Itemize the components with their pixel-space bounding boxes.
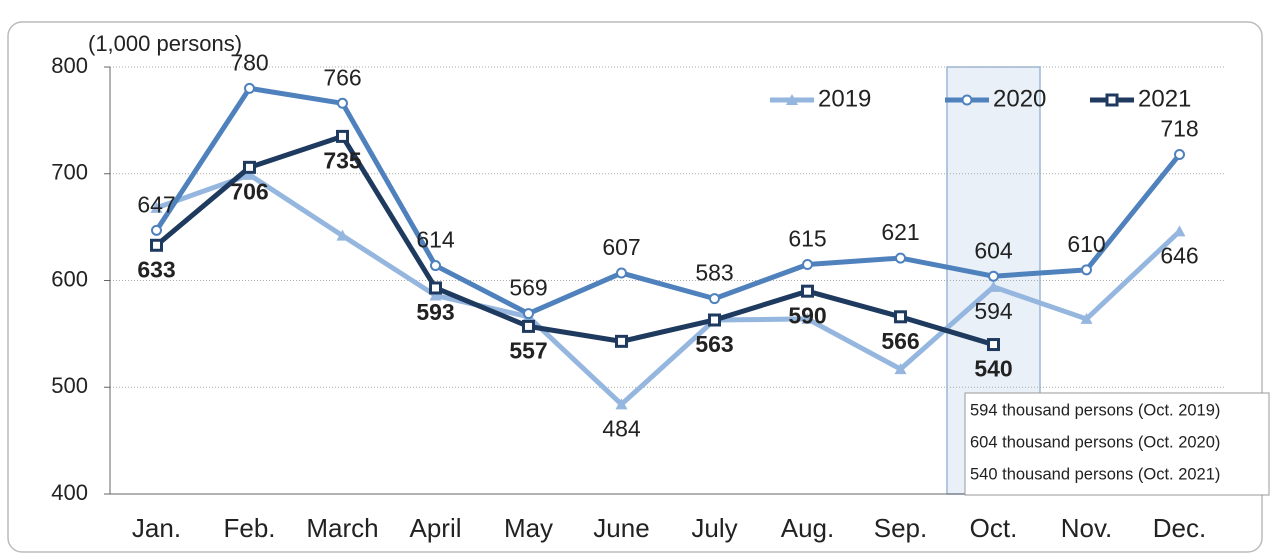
point: [243, 168, 256, 180]
data-label: 647: [137, 191, 175, 217]
x-tick-label: Feb.: [223, 513, 275, 543]
point: [988, 270, 999, 282]
point: [244, 82, 255, 94]
point: [894, 363, 907, 375]
legend-label: 2020: [993, 85, 1046, 112]
point: [429, 281, 442, 295]
legend-label: 2021: [1138, 85, 1191, 112]
point: [429, 289, 442, 301]
x-tick-label: June: [593, 513, 649, 543]
data-label: 593: [416, 299, 454, 325]
y-tick-label: 500: [51, 373, 88, 398]
data-label: 735: [323, 147, 362, 173]
data-label: 594: [974, 298, 1013, 324]
y-tick-label: 700: [51, 160, 88, 185]
annotation: 540 thousand persons (Oct. 2021): [970, 465, 1220, 483]
y-tick-label: 600: [51, 266, 88, 291]
data-label: 718: [1160, 116, 1198, 142]
data-label: 766: [323, 64, 361, 90]
annotation-box: [964, 392, 1270, 496]
x-tick-label: April: [409, 513, 461, 543]
x-tick-label: Jan.: [132, 513, 181, 543]
point: [150, 238, 163, 252]
point: [708, 313, 721, 327]
data-label: 780: [230, 49, 268, 75]
point: [336, 129, 349, 143]
data-label: 563: [695, 331, 733, 357]
point: [894, 310, 907, 324]
point: [1080, 312, 1093, 324]
point: [987, 338, 1000, 352]
data-label: 590: [788, 302, 826, 328]
x-tick-label: Oct.: [970, 513, 1018, 543]
data-label: 557: [509, 337, 547, 363]
point: [615, 334, 628, 348]
data-label: 706: [230, 178, 268, 204]
data-label: 569: [509, 275, 547, 301]
x-tick-label: March: [306, 513, 378, 543]
point: [895, 252, 906, 264]
data-label: 566: [881, 328, 919, 354]
data-label: 607: [602, 234, 640, 260]
data-label: 646: [1160, 242, 1198, 268]
legend-label: 2019: [818, 85, 871, 112]
x-tick-label: Nov.: [1061, 513, 1113, 543]
data-label: 583: [695, 260, 733, 286]
point: [801, 284, 814, 298]
point: [961, 94, 973, 106]
point: [987, 280, 1000, 292]
x-tick-label: Dec.: [1153, 513, 1206, 543]
data-label: 633: [137, 256, 175, 282]
data-label: 614: [416, 227, 455, 253]
series-line: [154, 133, 995, 347]
x-tick-label: Aug.: [781, 513, 835, 543]
x-tick-label: July: [691, 513, 737, 543]
point: [336, 229, 349, 241]
point: [337, 97, 348, 109]
annotation: 604 thousand persons (Oct. 2020): [970, 433, 1220, 451]
data-label: 615: [788, 226, 826, 252]
point: [1173, 225, 1186, 237]
point: [150, 201, 163, 213]
point: [523, 308, 534, 320]
point: [1174, 149, 1185, 161]
point: [522, 319, 535, 333]
data-label: 484: [602, 415, 641, 441]
x-tick-label: May: [504, 513, 553, 543]
series-line: [154, 85, 1182, 317]
annotation: 594 thousand persons (Oct. 2019): [970, 401, 1220, 419]
x-tick-label: Sep.: [874, 513, 928, 543]
point: [1081, 264, 1092, 276]
y-tick-label: 400: [51, 480, 88, 505]
point: [616, 267, 627, 279]
point: [243, 160, 256, 174]
y-axis-label: (1,000 persons): [88, 31, 242, 56]
y-tick-label: 800: [51, 53, 88, 78]
data-label: 540: [974, 356, 1012, 382]
point: [1105, 93, 1119, 107]
point: [786, 94, 798, 105]
point: [430, 260, 441, 272]
series-line: [155, 172, 1182, 407]
data-label: 621: [881, 219, 919, 245]
point: [802, 258, 813, 270]
point: [801, 312, 814, 324]
point: [709, 293, 720, 305]
data-label: 610: [1067, 231, 1105, 257]
point: [151, 224, 162, 236]
data-label: 604: [974, 237, 1013, 263]
point: [615, 398, 628, 410]
